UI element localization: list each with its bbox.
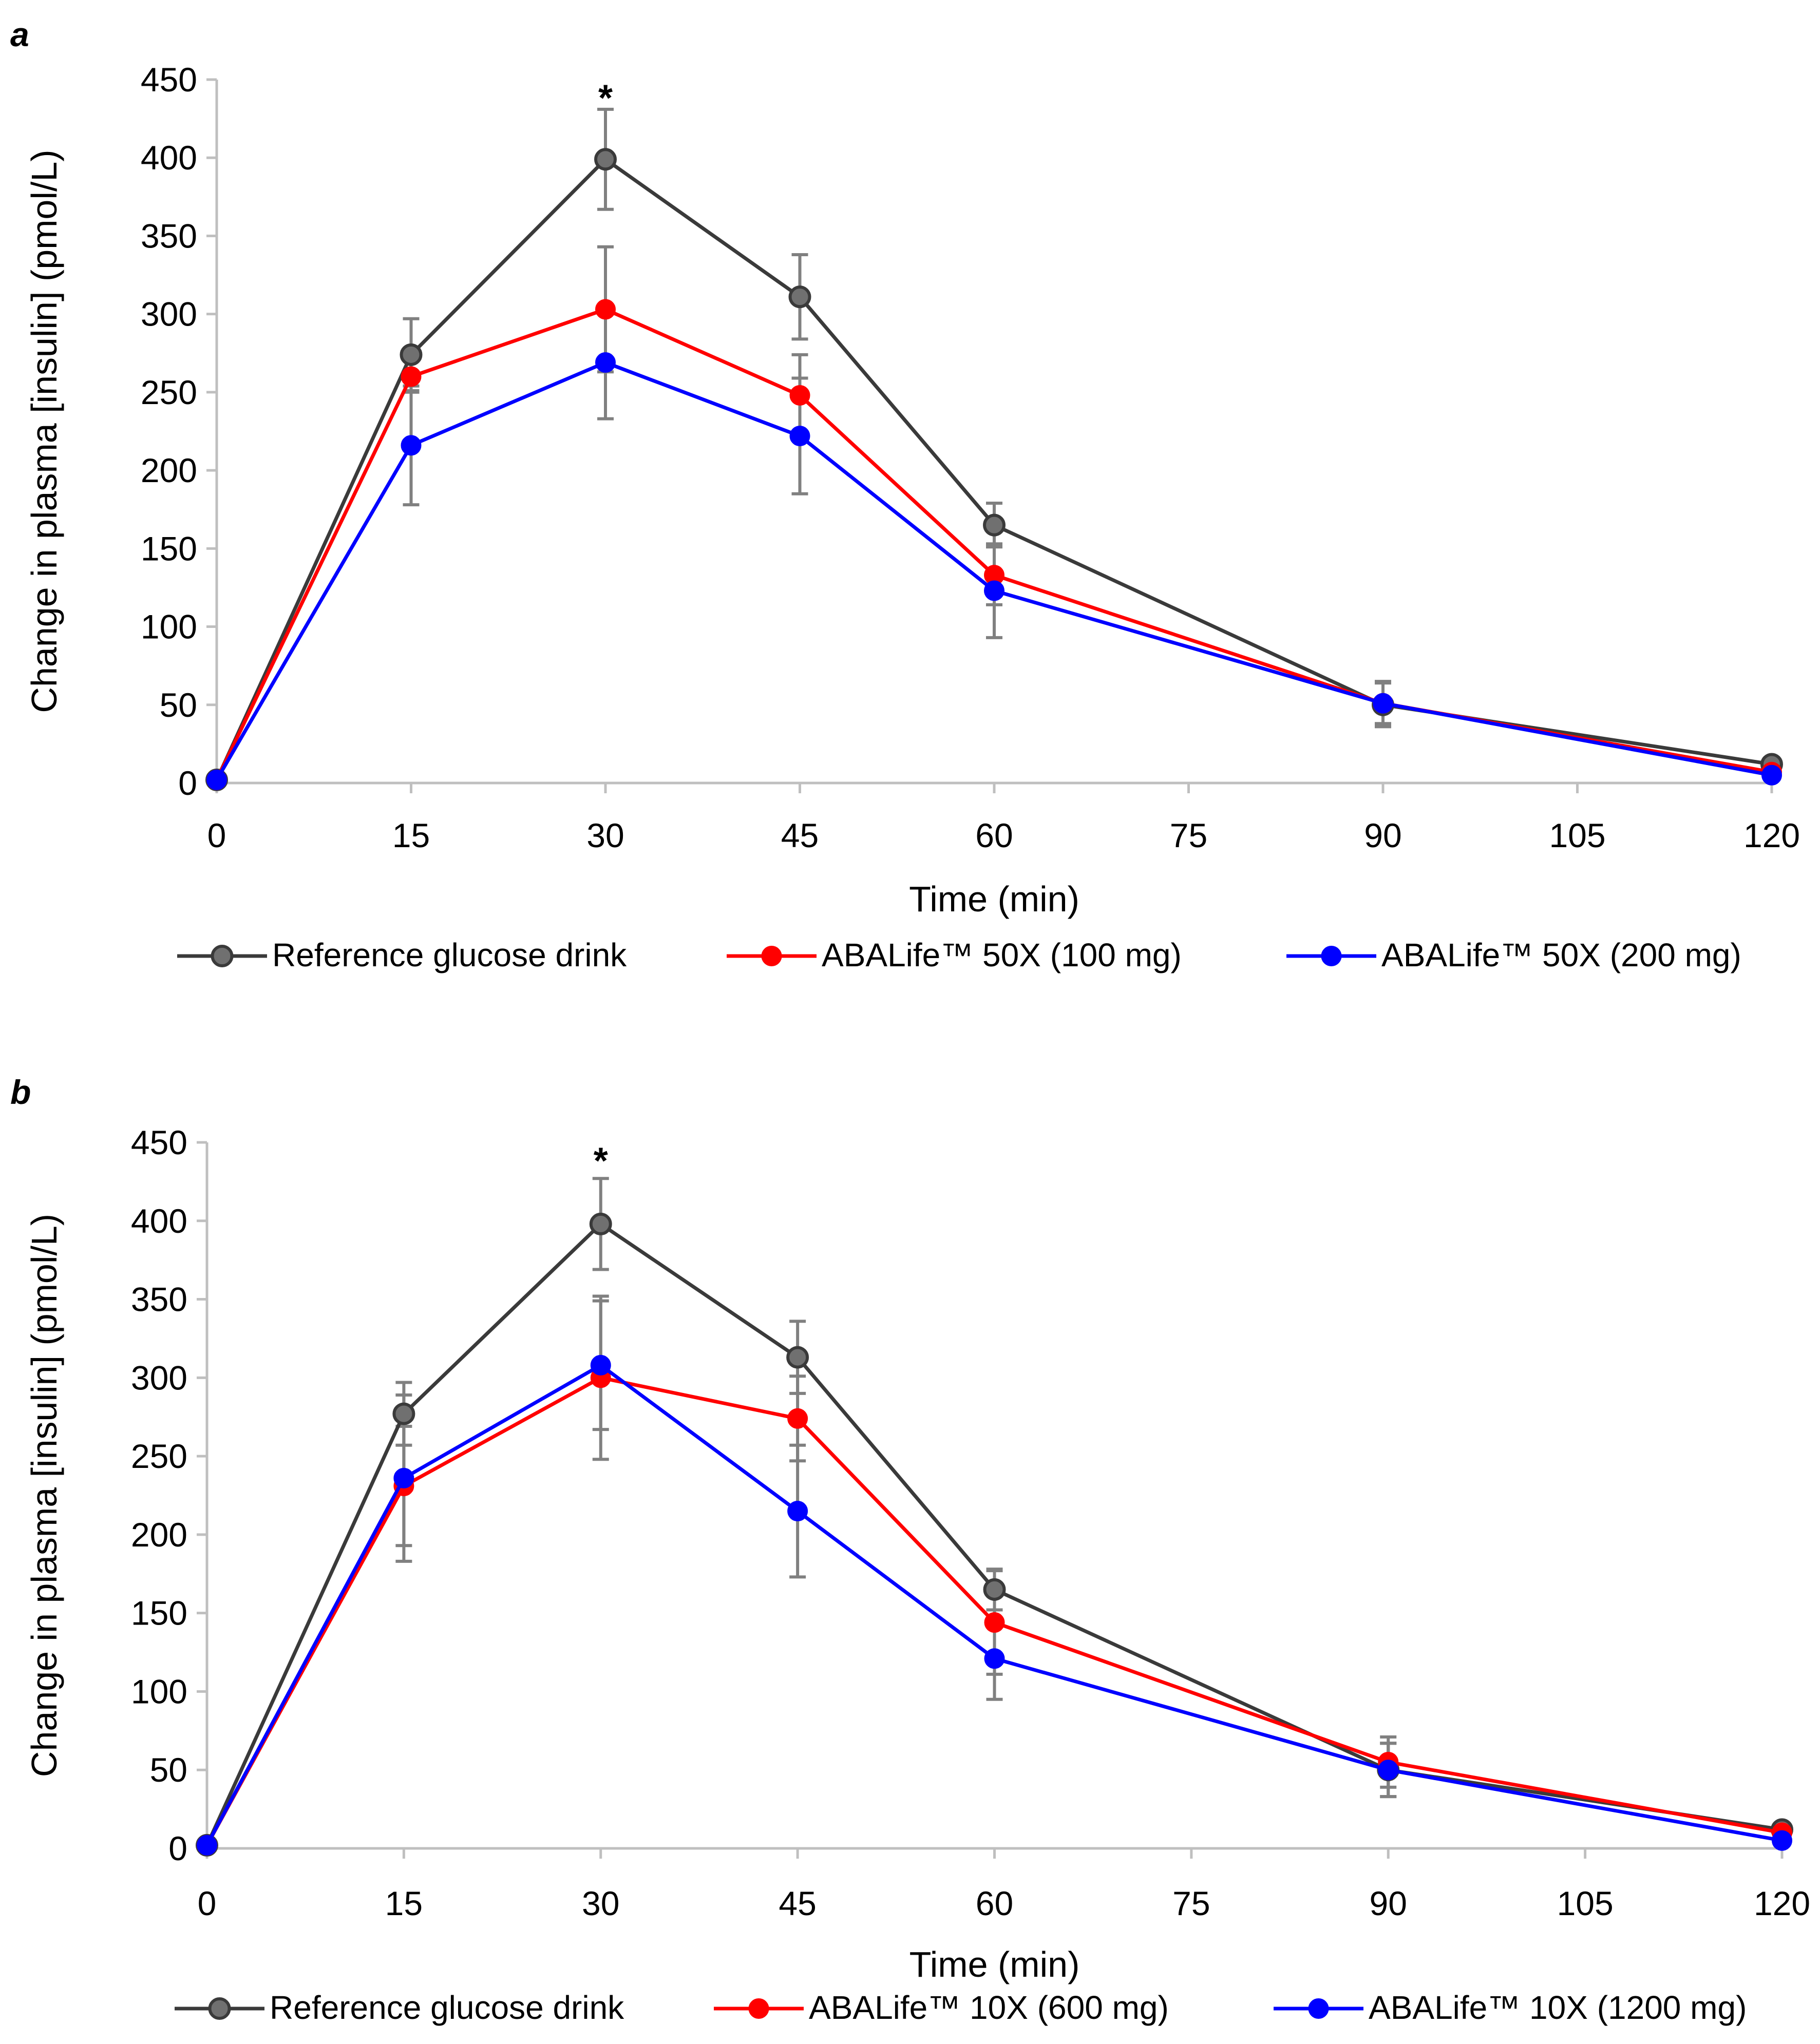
x-tick-label: 105 — [1549, 816, 1605, 854]
legend-label: ABALife™ 10X (1200 mg) — [1369, 1989, 1747, 2026]
x-tick-label: 75 — [1170, 816, 1207, 854]
x-tick-label: 45 — [781, 816, 819, 854]
panel-b: b 0 50 100 150 200 250 300 350 400 450 0 15 30 45 60 75 9… — [10, 1073, 1810, 2026]
legend-label: ABALife™ 50X (100 mg) — [822, 937, 1182, 973]
y-tick-label: 100 — [131, 1672, 187, 1710]
y-tick-label: 150 — [131, 1594, 187, 1632]
data-point — [401, 435, 422, 456]
data-point — [197, 1835, 217, 1856]
x-tick-label: 60 — [975, 816, 1013, 854]
legend-marker — [761, 946, 782, 966]
data-point — [787, 1501, 808, 1522]
data-point — [1772, 1830, 1792, 1851]
legend-marker — [211, 945, 234, 967]
data-point — [589, 1212, 612, 1235]
y-tick-label: 200 — [131, 1516, 187, 1554]
data-point — [984, 580, 1004, 601]
panel-a: a 0 50 100 150 200 250 300 350 400 450 0 15 30 45 60 75 9… — [10, 15, 1800, 973]
x-axis-title: Time (min) — [909, 879, 1079, 919]
y-tick-label: 200 — [141, 451, 197, 489]
x-tick-label: 0 — [198, 1884, 217, 1922]
y-tick-label: 350 — [131, 1281, 187, 1319]
x-axis-title: Time (min) — [909, 1944, 1080, 1984]
data-point — [1761, 765, 1782, 786]
legend-label: ABALife™ 50X (200 mg) — [1381, 937, 1741, 973]
legend-label: Reference glucose drink — [270, 1989, 624, 2026]
data-point — [590, 1354, 611, 1376]
x-tick-label: 90 — [1364, 816, 1401, 854]
y-tick-label: 0 — [178, 764, 197, 802]
data-point — [401, 366, 422, 387]
y-tick-label: 300 — [131, 1359, 187, 1397]
data-point — [206, 769, 227, 790]
x-tick-label: 45 — [779, 1884, 816, 1922]
legend-marker — [1321, 946, 1342, 966]
panel-label: a — [10, 15, 29, 53]
y-axis-title: Change in plasma [insulin] (pmol/L) — [24, 149, 64, 713]
data-point — [983, 1578, 1006, 1601]
y-tick-label: 250 — [141, 373, 197, 411]
x-tick-label: 60 — [976, 1884, 1013, 1922]
data-point — [392, 1402, 415, 1425]
data-point — [789, 426, 810, 447]
x-tick-label: 0 — [207, 816, 226, 854]
x-tick-label: 75 — [1172, 1884, 1210, 1922]
data-point — [400, 343, 423, 366]
x-tick-label: 120 — [1754, 1884, 1810, 1922]
series-line — [215, 157, 1772, 781]
x-tick-label: 30 — [582, 1884, 619, 1922]
legend-marker — [208, 1997, 231, 2020]
legend: Reference glucose drink ABALife™ 50X (100… — [177, 937, 1741, 973]
legend-label: Reference glucose drink — [272, 937, 627, 973]
y-tick-label: 400 — [141, 139, 197, 177]
y-tick-label: 450 — [131, 1123, 187, 1161]
legend-label: ABALife™ 10X (600 mg) — [809, 1989, 1169, 2026]
data-point — [983, 513, 1006, 537]
y-tick-label: 450 — [141, 61, 197, 99]
x-tick-label: 120 — [1743, 816, 1800, 854]
data-point — [595, 352, 616, 373]
data-point — [594, 148, 617, 171]
y-tick-label: 50 — [160, 686, 197, 724]
y-tick-label: 50 — [150, 1751, 187, 1789]
significance-marker: * — [594, 1141, 608, 1182]
data-point — [984, 1612, 1005, 1633]
y-tick-label: 400 — [131, 1202, 187, 1240]
data-point — [1378, 1760, 1399, 1781]
y-tick-label: 300 — [141, 295, 197, 333]
y-axis-title: Change in plasma [insulin] (pmol/L) — [24, 1214, 64, 1777]
data-point — [788, 285, 811, 309]
data-point — [787, 1408, 808, 1429]
data-point — [984, 1648, 1005, 1669]
data-point — [1373, 693, 1393, 714]
x-tick-label: 30 — [586, 816, 624, 854]
y-tick-label: 0 — [168, 1829, 187, 1867]
significance-marker: * — [598, 78, 613, 119]
x-tick-label: 15 — [392, 816, 430, 854]
y-tick-label: 250 — [131, 1437, 187, 1475]
y-tick-label: 100 — [141, 608, 197, 646]
data-point — [786, 1346, 809, 1369]
legend-marker — [748, 1998, 769, 2019]
data-point — [595, 299, 616, 320]
legend: Reference glucose drink ABALife™ 10X (600… — [175, 1989, 1747, 2026]
data-point — [393, 1467, 414, 1488]
legend-marker — [1308, 1998, 1329, 2019]
y-tick-label: 350 — [141, 217, 197, 255]
series-line — [205, 1222, 1783, 1846]
x-tick-label: 15 — [385, 1884, 423, 1922]
y-tick-label: 150 — [141, 529, 197, 567]
x-tick-label: 105 — [1557, 1884, 1614, 1922]
data-point — [789, 385, 810, 406]
x-tick-label: 90 — [1370, 1884, 1407, 1922]
panel-label: b — [10, 1073, 31, 1111]
